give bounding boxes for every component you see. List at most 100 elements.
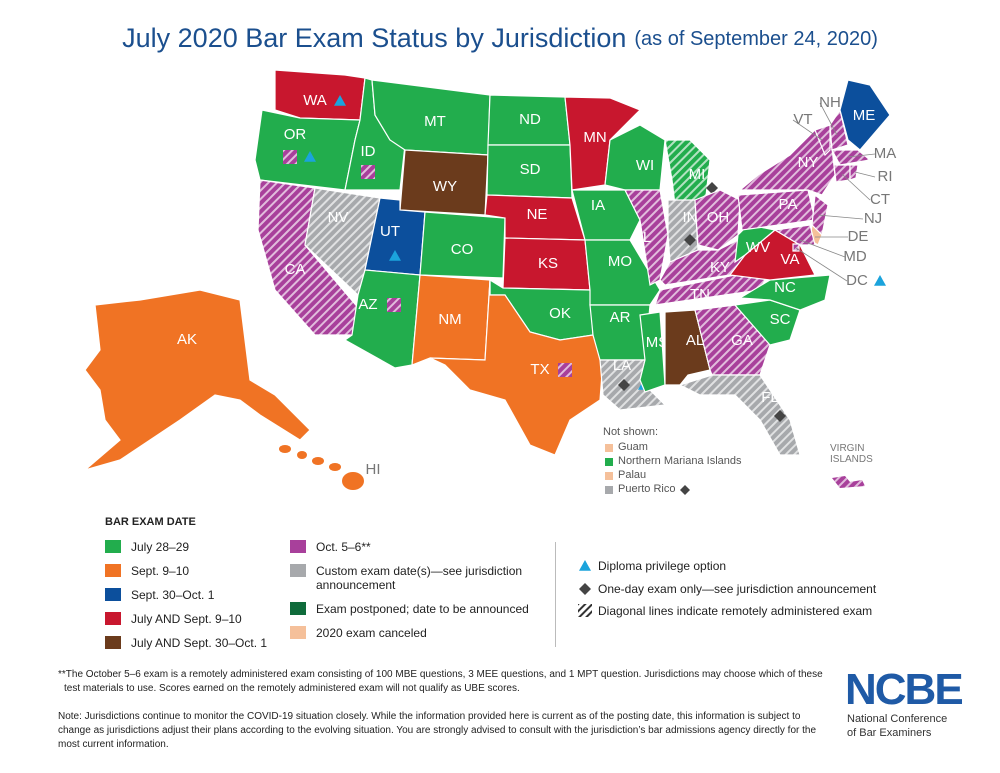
leader-line bbox=[841, 173, 871, 201]
logo-line: of Bar Examiners bbox=[847, 727, 932, 739]
state-label: DC bbox=[846, 272, 868, 289]
state-shape bbox=[254, 109, 361, 191]
legend-swatch bbox=[290, 626, 306, 639]
not-shown-label: Guam bbox=[618, 441, 648, 453]
remote-hatch bbox=[832, 150, 870, 165]
remote-hatch bbox=[832, 476, 865, 488]
state-label: TX bbox=[530, 361, 549, 378]
state-label: WA bbox=[303, 92, 327, 109]
remote-hatch bbox=[305, 188, 380, 295]
not-shown-swatch bbox=[605, 472, 613, 480]
remote-badge-hatch bbox=[387, 298, 401, 312]
diploma-icon bbox=[389, 250, 401, 261]
state-label: LA bbox=[613, 357, 631, 374]
legend-item: 2020 exam canceled bbox=[290, 626, 530, 640]
legend-label: July AND Sept. 9–10 bbox=[131, 612, 242, 626]
state-label: WV bbox=[746, 239, 770, 256]
legend-label: July AND Sept. 30–Oct. 1 bbox=[131, 636, 268, 650]
diploma-icon bbox=[579, 560, 591, 571]
symbol-label: Diploma privilege option bbox=[598, 559, 727, 573]
state-label: OR bbox=[284, 126, 307, 143]
remote-hatch bbox=[660, 240, 752, 285]
legend-swatch bbox=[290, 564, 306, 577]
state-label: KS bbox=[538, 255, 558, 272]
state-label: MN bbox=[583, 129, 606, 146]
title-main: July 2020 Bar Exam Status by Jurisdictio… bbox=[122, 23, 626, 53]
symbol-label: One-day exam only—see jurisdiction annou… bbox=[598, 582, 877, 596]
remote-badge-hatch bbox=[361, 165, 375, 179]
state-shape bbox=[639, 311, 666, 393]
not-shown-label: Northern Mariana Islands bbox=[618, 455, 742, 467]
state-label: NJ bbox=[864, 210, 882, 227]
state-shape bbox=[279, 445, 291, 453]
remote-hatch bbox=[775, 225, 815, 245]
legend-swatch bbox=[105, 540, 121, 553]
state-label: VA bbox=[781, 251, 800, 268]
remote-hatch bbox=[665, 140, 710, 205]
remote-hatch bbox=[600, 360, 665, 410]
one-day-icon bbox=[618, 379, 630, 391]
state-label: ID bbox=[361, 143, 376, 160]
remote-hatch bbox=[655, 270, 770, 305]
state-shape bbox=[329, 463, 341, 471]
legend-swatch bbox=[290, 540, 306, 553]
state-label: OK bbox=[549, 305, 571, 322]
state-label: UT bbox=[380, 223, 400, 240]
state-label: GA bbox=[731, 332, 753, 349]
state-label: NY bbox=[798, 154, 819, 171]
leader-line bbox=[819, 102, 838, 136]
legend-swatch bbox=[105, 588, 121, 601]
remote-hatch bbox=[830, 110, 848, 150]
remote-hatch bbox=[738, 190, 815, 230]
legend-swatch bbox=[290, 602, 306, 615]
state-shape bbox=[297, 451, 307, 459]
state-label: DE bbox=[848, 228, 869, 245]
state-shape bbox=[84, 289, 311, 471]
legend-item: Exam postponed; date to be announced bbox=[290, 602, 530, 616]
legend-label: Custom exam date(s)—see jurisdiction ann… bbox=[316, 564, 523, 592]
legend-swatch bbox=[105, 636, 121, 649]
state-label: AR bbox=[610, 309, 631, 326]
legend-item: Custom exam date(s)—see jurisdiction ann… bbox=[290, 564, 530, 592]
state-label: IN bbox=[683, 209, 698, 226]
legend-label: July 28–29 bbox=[131, 540, 190, 554]
remote-badge-hatch bbox=[283, 150, 297, 164]
legend-title: BAR EXAM DATE bbox=[105, 516, 196, 528]
legend-item: July AND Sept. 9–10 bbox=[105, 612, 275, 626]
state-shape bbox=[429, 279, 604, 456]
state-label: CO bbox=[451, 241, 474, 258]
state-label: ND bbox=[519, 111, 541, 128]
state-shape bbox=[571, 189, 641, 241]
subtitle: (as of September 24, 2020) bbox=[634, 28, 877, 50]
state-label: IL bbox=[639, 229, 652, 246]
leader-line bbox=[799, 239, 846, 258]
remote-hatch bbox=[793, 244, 799, 251]
state-label: WI bbox=[636, 157, 654, 174]
remote-hatch bbox=[850, 165, 858, 180]
not-shown-label: Puerto Rico bbox=[618, 483, 676, 495]
legend-label: Sept. 9–10 bbox=[131, 564, 190, 578]
state-label: MO bbox=[608, 253, 632, 270]
symbol-label: Diagonal lines indicate remotely adminis… bbox=[598, 604, 873, 618]
legend-item: Sept. 9–10 bbox=[105, 564, 275, 578]
remote-hatch bbox=[740, 130, 835, 195]
state-label: KY bbox=[710, 259, 730, 276]
state-label: WY bbox=[433, 178, 457, 195]
remote-hatch bbox=[815, 125, 830, 155]
leader-line bbox=[792, 119, 823, 141]
divider bbox=[555, 542, 556, 647]
remote-hatch bbox=[680, 375, 800, 455]
diploma-icon bbox=[874, 275, 886, 286]
remote-legend-icon bbox=[578, 604, 592, 617]
not-shown-label: Palau bbox=[618, 469, 647, 481]
state-label: MD bbox=[843, 248, 866, 265]
state-label: AZ bbox=[358, 296, 377, 313]
legend-item: Oct. 5–6** bbox=[290, 540, 530, 554]
state-label: OH bbox=[707, 209, 730, 226]
state-label: AL bbox=[686, 332, 704, 349]
legend-swatch bbox=[105, 612, 121, 625]
one-day-icon bbox=[774, 410, 786, 422]
state-label: NC bbox=[774, 279, 796, 296]
